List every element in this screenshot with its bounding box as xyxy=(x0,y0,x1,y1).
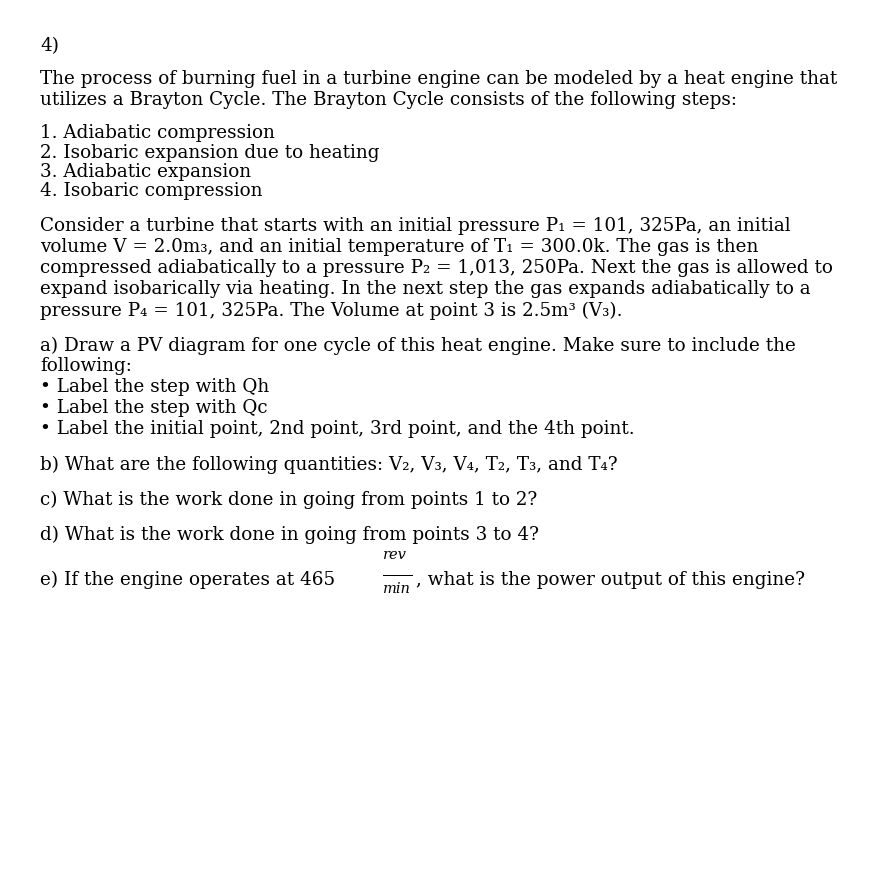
Text: d) What is the work done in going from points 3 to 4?: d) What is the work done in going from p… xyxy=(40,526,539,544)
Text: 4. Isobaric compression: 4. Isobaric compression xyxy=(40,182,263,201)
Text: 2. Isobaric expansion due to heating: 2. Isobaric expansion due to heating xyxy=(40,144,379,162)
Text: a) Draw a PV diagram for one cycle of this heat engine. Make sure to include the: a) Draw a PV diagram for one cycle of th… xyxy=(40,336,796,355)
Text: Consider a turbine that starts with an initial pressure P₁ = 101, 325Pa, an init: Consider a turbine that starts with an i… xyxy=(40,217,790,236)
Text: following:: following: xyxy=(40,357,132,376)
Text: rev: rev xyxy=(383,548,407,562)
Text: • Label the step with Qc: • Label the step with Qc xyxy=(40,399,268,418)
Text: 3. Adiabatic expansion: 3. Adiabatic expansion xyxy=(40,163,251,181)
Text: The process of burning fuel in a turbine engine can be modeled by a heat engine : The process of burning fuel in a turbine… xyxy=(40,70,837,88)
Text: , what is the power output of this engine?: , what is the power output of this engin… xyxy=(416,571,805,590)
Text: compressed adiabatically to a pressure P₂ = 1,013, 250Pa. Next the gas is allowe: compressed adiabatically to a pressure P… xyxy=(40,259,833,278)
Text: min: min xyxy=(383,582,410,596)
Text: b) What are the following quantities: V₂, V₃, V₄, T₂, T₃, and T₄?: b) What are the following quantities: V₂… xyxy=(40,456,618,474)
Text: 4): 4) xyxy=(40,37,59,55)
Text: expand isobarically via heating. In the next step the gas expands adiabatically : expand isobarically via heating. In the … xyxy=(40,280,811,299)
Text: • Label the initial point, 2nd point, 3rd point, and the 4th point.: • Label the initial point, 2nd point, 3r… xyxy=(40,420,635,439)
Text: c) What is the work done in going from points 1 to 2?: c) What is the work done in going from p… xyxy=(40,491,538,509)
Text: pressure P₄ = 101, 325Pa. The Volume at point 3 is 2.5m³ (V₃).: pressure P₄ = 101, 325Pa. The Volume at … xyxy=(40,301,622,320)
Text: e) If the engine operates at 465: e) If the engine operates at 465 xyxy=(40,571,341,590)
Text: • Label the step with Qh: • Label the step with Qh xyxy=(40,378,270,397)
Text: 1. Adiabatic compression: 1. Adiabatic compression xyxy=(40,124,275,143)
Text: volume V = 2.0m₃, and an initial temperature of T₁ = 300.0k. The gas is then: volume V = 2.0m₃, and an initial tempera… xyxy=(40,238,758,257)
Text: utilizes a Brayton Cycle. The Brayton Cycle consists of the following steps:: utilizes a Brayton Cycle. The Brayton Cy… xyxy=(40,91,737,110)
